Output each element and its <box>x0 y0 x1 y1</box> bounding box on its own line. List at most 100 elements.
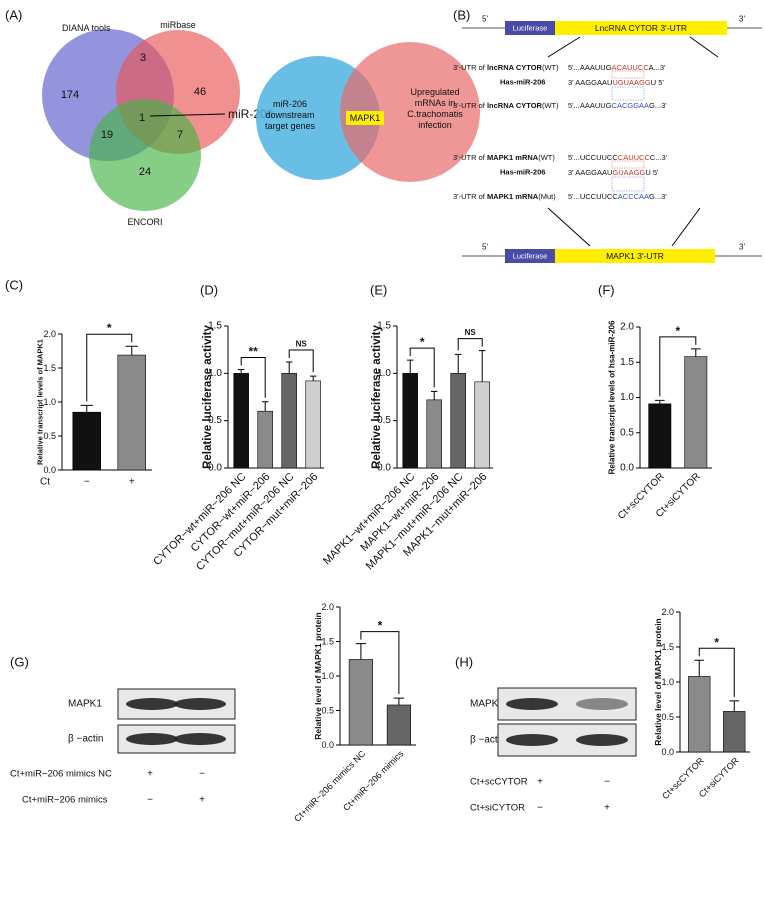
y-tick-label: 0.5 <box>377 415 391 426</box>
bar <box>648 403 672 469</box>
condition-sign: − <box>604 777 610 788</box>
blot-row-label: β −actin <box>68 734 104 745</box>
utr-label: 3'-UTR of MAPK1 mRNA(Mut) <box>453 192 556 201</box>
y-tick-label: 0.5 <box>661 712 674 722</box>
bar <box>426 399 442 469</box>
error-bar <box>285 361 293 374</box>
utr-label-part: (WT) <box>542 63 559 72</box>
pairing-box <box>611 86 645 101</box>
utr-label-part: 3'-UTR of <box>453 63 487 72</box>
error-bar <box>654 399 665 404</box>
y-tick-label: 2.0 <box>43 329 56 339</box>
bar <box>474 381 490 469</box>
venn-set <box>89 99 201 211</box>
sequence-part: U 5' <box>645 168 659 177</box>
panel-label: (E) <box>370 283 387 298</box>
sequence: 3' AAGGAAUUGUAAGGU 5' <box>568 78 664 87</box>
significance-label: * <box>675 324 680 338</box>
y-tick-label: 1.5 <box>377 321 391 332</box>
condition-sign: − <box>199 769 205 780</box>
y-tick-label: 1.0 <box>377 368 391 379</box>
utr-gene: lncRNA CYTOR <box>487 101 543 110</box>
utr-label: 3'-UTR of lncRNA CYTOR(WT) <box>453 101 559 110</box>
bar <box>305 380 321 469</box>
venn-set-label: miR-206 <box>273 99 307 109</box>
bar <box>72 411 102 471</box>
significance-bracket <box>698 647 735 697</box>
significance-bracket <box>457 338 483 351</box>
bar <box>233 373 249 469</box>
arrow <box>689 36 719 58</box>
blot-row-label: MAPK1 <box>470 699 504 710</box>
blot-band <box>174 733 226 745</box>
venn-set-label: target genes <box>265 121 316 131</box>
utr-label-part: (WT) <box>538 153 555 162</box>
y-tick-label: 1.5 <box>321 637 334 647</box>
utr-box <box>555 21 727 35</box>
x-axis-title: Ct <box>40 477 50 488</box>
utr-gene: MAPK1 mRNA <box>487 153 539 162</box>
sequence-part: G...3' <box>649 192 667 201</box>
condition-label: Ct+miR−206 mimics <box>22 795 108 806</box>
y-tick-label: 2.0 <box>321 602 334 612</box>
blot-band <box>174 698 226 710</box>
error-bar <box>478 350 486 382</box>
bar <box>688 676 711 753</box>
error-bar <box>430 390 438 400</box>
bar <box>684 356 708 469</box>
sequence-part: 3' AAGGAAU <box>568 168 612 177</box>
panel-label: (D) <box>200 283 218 298</box>
y-axis-title: Relative luciferase activity <box>202 324 214 468</box>
blot-row-label: β −actin <box>470 735 506 746</box>
venn-set-label: downstream <box>265 110 314 120</box>
venn-set-label: mRNAs in <box>415 98 456 108</box>
construct-end: 3' <box>739 243 745 252</box>
blot-band <box>506 698 558 710</box>
error-bar <box>237 369 245 374</box>
y-tick-label: 0.5 <box>620 427 634 438</box>
sequence-part: ACAUUCC <box>612 63 650 72</box>
utr-label-part: 3'-UTR of <box>453 153 487 162</box>
y-tick-label: 2.0 <box>620 322 634 333</box>
blot-band <box>576 734 628 746</box>
significance-bracket <box>86 333 133 402</box>
y-tick-label: 1.0 <box>321 671 334 681</box>
error-bar <box>729 700 740 712</box>
error-bar <box>80 404 93 413</box>
utr-label: LncRNA CYTOR 3'-UTR <box>595 23 687 33</box>
utr-label: MAPK1 3'-UTR <box>606 251 664 261</box>
sequence: 3' AAGGAAUGUAAGGU 5' <box>568 168 659 177</box>
sequence: 5'...AAAUUGCACGGAAG...3' <box>568 101 667 110</box>
significance-bracket <box>288 349 314 373</box>
sequence: 5'...UCCUUCCCAUUCCC...3' <box>568 153 668 162</box>
y-tick-label: 1.5 <box>43 363 56 373</box>
error-bar <box>690 348 701 357</box>
y-tick-label: 1.0 <box>661 677 674 687</box>
venn-set-label: miRbase <box>160 20 196 30</box>
pairing-box <box>611 176 645 192</box>
y-axis-title: Relative level of MAPK1 protein <box>313 612 323 740</box>
condition-sign: + <box>147 769 153 780</box>
sequence-part: 5'...AAAUUG <box>568 101 612 110</box>
venn-count: 19 <box>101 129 113 141</box>
venn-set-label: infection <box>418 120 452 130</box>
venn-set-label: ENCORI <box>127 217 162 227</box>
error-bar <box>355 643 367 660</box>
significance-label: * <box>714 635 719 649</box>
utr-label-part: 3'-UTR of <box>453 101 487 110</box>
reporter-label: Luciferase <box>513 252 548 261</box>
panel-label: (F) <box>598 283 615 298</box>
condition-sign: + <box>604 803 610 814</box>
y-tick-label: 2.0 <box>661 607 674 617</box>
panel-label: (A) <box>5 8 22 23</box>
error-bar <box>694 659 705 677</box>
y-axis-title: Relative level of MAPK1 protein <box>653 618 663 746</box>
sequence-part: ACCCAA <box>618 192 649 201</box>
error-bar <box>261 401 269 412</box>
panel-label: (C) <box>5 278 23 293</box>
blot-band <box>576 698 628 710</box>
sequence-part: 5'...UCCUUCC <box>568 153 618 162</box>
mirna-label: Has-miR-206 <box>500 168 545 177</box>
significance-label: NS <box>296 339 308 348</box>
reporter-box <box>505 249 555 263</box>
